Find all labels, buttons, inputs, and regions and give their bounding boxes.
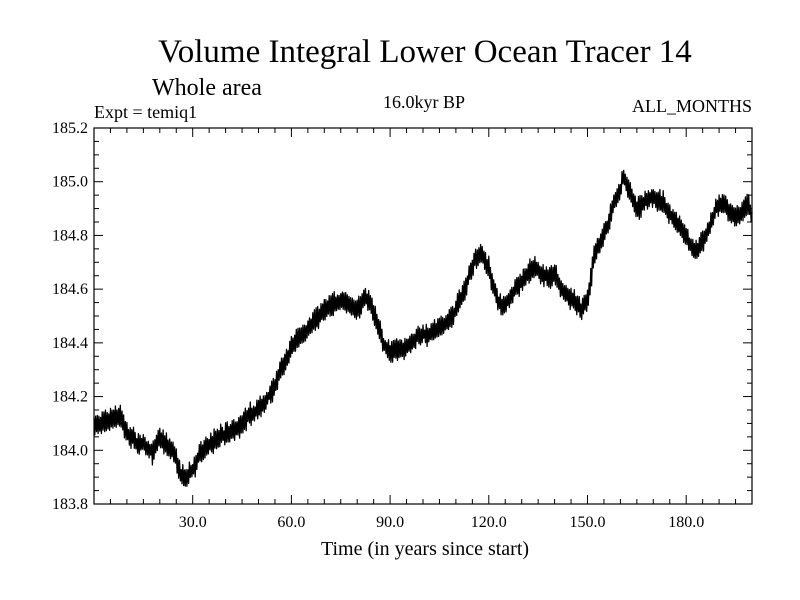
x-tick-label: 150.0	[570, 514, 606, 531]
x-axis-label: Time (in years since start)	[321, 538, 529, 560]
series-layer	[93, 169, 753, 487]
y-tick-label: 183.8	[52, 496, 88, 513]
y-tick-label: 184.0	[52, 442, 88, 459]
period-label: 16.0kyr BP	[383, 92, 465, 112]
plot-frame	[93, 127, 753, 505]
x-tick-label: 60.0	[277, 514, 305, 531]
y-tick-label: 185.0	[52, 174, 88, 191]
y-tick-label: 184.6	[52, 281, 88, 298]
axis-tick-labels: 30.0 60.0 90.0 120.0 150.0 180.0 183.8 184.0 184…	[52, 120, 704, 531]
y-tick-label: 184.8	[52, 227, 88, 244]
axis-ticks	[94, 128, 752, 504]
months-label: ALL_MONTHS	[632, 96, 752, 116]
y-tick-label: 185.2	[52, 120, 88, 137]
x-tick-label: 180.0	[668, 514, 704, 531]
x-tick-label: 120.0	[471, 514, 507, 531]
y-tick-label: 184.2	[52, 389, 88, 406]
chart-subtitle: Whole area	[152, 75, 262, 101]
experiment-label: Expt = temiq1	[94, 102, 197, 122]
chart-title: Volume Integral Lower Ocean Tracer 14	[158, 34, 692, 70]
x-tick-label: 90.0	[376, 514, 404, 531]
y-tick-label: 184.4	[52, 335, 88, 352]
series-line	[93, 169, 753, 487]
x-tick-label: 30.0	[179, 514, 207, 531]
